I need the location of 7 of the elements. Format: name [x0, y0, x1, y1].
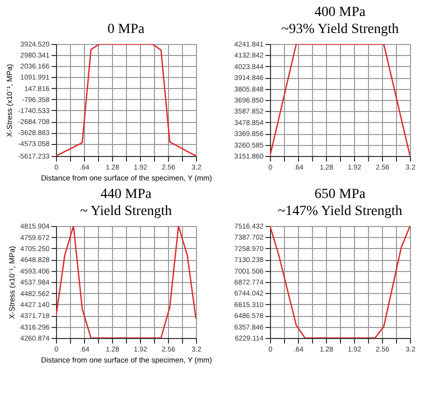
chart-title: 0 MPa — [108, 22, 146, 37]
chart-title: 440 MPa — [100, 187, 152, 202]
chart-subtitle: ~ Yield Strength — [80, 204, 172, 219]
chart-title: 650 MPa — [314, 187, 366, 202]
chart-subtitle: ~93% Yield Strength — [281, 22, 399, 37]
chart-title: 400 MPa — [314, 5, 366, 20]
chart-subtitle: ~147% Yield Strength — [278, 204, 402, 219]
